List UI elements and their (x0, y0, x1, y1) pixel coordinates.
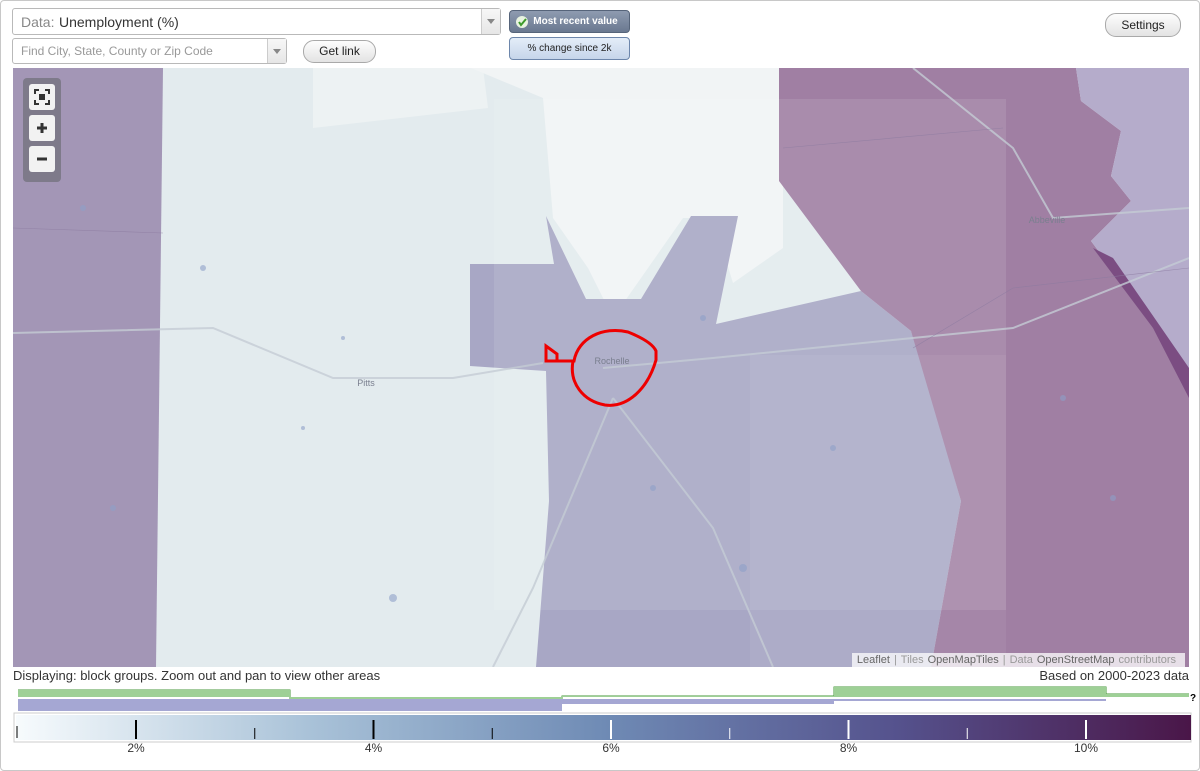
attribution-part[interactable]: OpenMapTiles (927, 654, 999, 666)
attribution-part: | (1002, 654, 1006, 666)
legend-label: 2% (127, 741, 145, 755)
dropdown-arrow (481, 9, 500, 34)
search-placeholder: Find City, State, County or Zip Code (21, 44, 213, 58)
map-attribution: Leaflet | Tiles OpenMapTiles | Data OpenStreet… (851, 653, 1185, 667)
data-label: Data: (21, 14, 55, 30)
help-mark[interactable]: ? (1190, 693, 1196, 704)
map-layer (13, 68, 1189, 667)
place-label: Abbeville (1029, 215, 1066, 225)
color-legend: 2% 4% 6% 8% 10% (13, 712, 1192, 755)
most-recent-label: Most recent value (533, 16, 618, 27)
zoom-in-button[interactable] (29, 115, 55, 141)
attribution-part: contributors (1118, 654, 1176, 666)
place-label: Rochelle (594, 356, 629, 366)
legend-label: 6% (602, 741, 620, 755)
most-recent-button[interactable]: Most recent value (509, 10, 630, 33)
legend-label: 4% (365, 741, 383, 755)
attribution-part[interactable]: OpenStreetMap (1036, 654, 1115, 666)
attribution-part: Tiles (900, 654, 924, 666)
map[interactable]: Abbeville Rochelle Pitts Leaflet | Tiles Op… (13, 68, 1189, 667)
attribution-part: Data (1009, 654, 1033, 666)
fullscreen-button[interactable] (29, 84, 55, 110)
histogram: ? (18, 686, 1196, 711)
check-icon (516, 16, 528, 28)
data-value: Unemployment (%) (59, 14, 179, 30)
displaying-note: Displaying: block groups. Zoom out and p… (13, 668, 381, 683)
place-labels: Abbeville Rochelle Pitts (357, 215, 1066, 388)
pct-change-button[interactable]: % change since 2k (509, 37, 630, 60)
based-on-note: Based on 2000-2023 data (1039, 668, 1189, 683)
place-label: Pitts (357, 378, 375, 388)
zoom-control (23, 78, 61, 182)
settings-button[interactable]: Settings (1105, 13, 1181, 37)
attribution-part[interactable]: Leaflet (856, 654, 890, 666)
data-select[interactable]: Data: Unemployment (%) (12, 8, 501, 35)
zoom-out-button[interactable] (29, 146, 55, 172)
legend-label: 10% (1074, 741, 1098, 755)
get-link-button[interactable]: Get link (303, 40, 376, 63)
search-box[interactable]: Find City, State, County or Zip Code (12, 38, 287, 64)
attribution-part: | (893, 654, 897, 666)
legend-label: 8% (840, 741, 858, 755)
dropdown-arrow (267, 39, 286, 63)
